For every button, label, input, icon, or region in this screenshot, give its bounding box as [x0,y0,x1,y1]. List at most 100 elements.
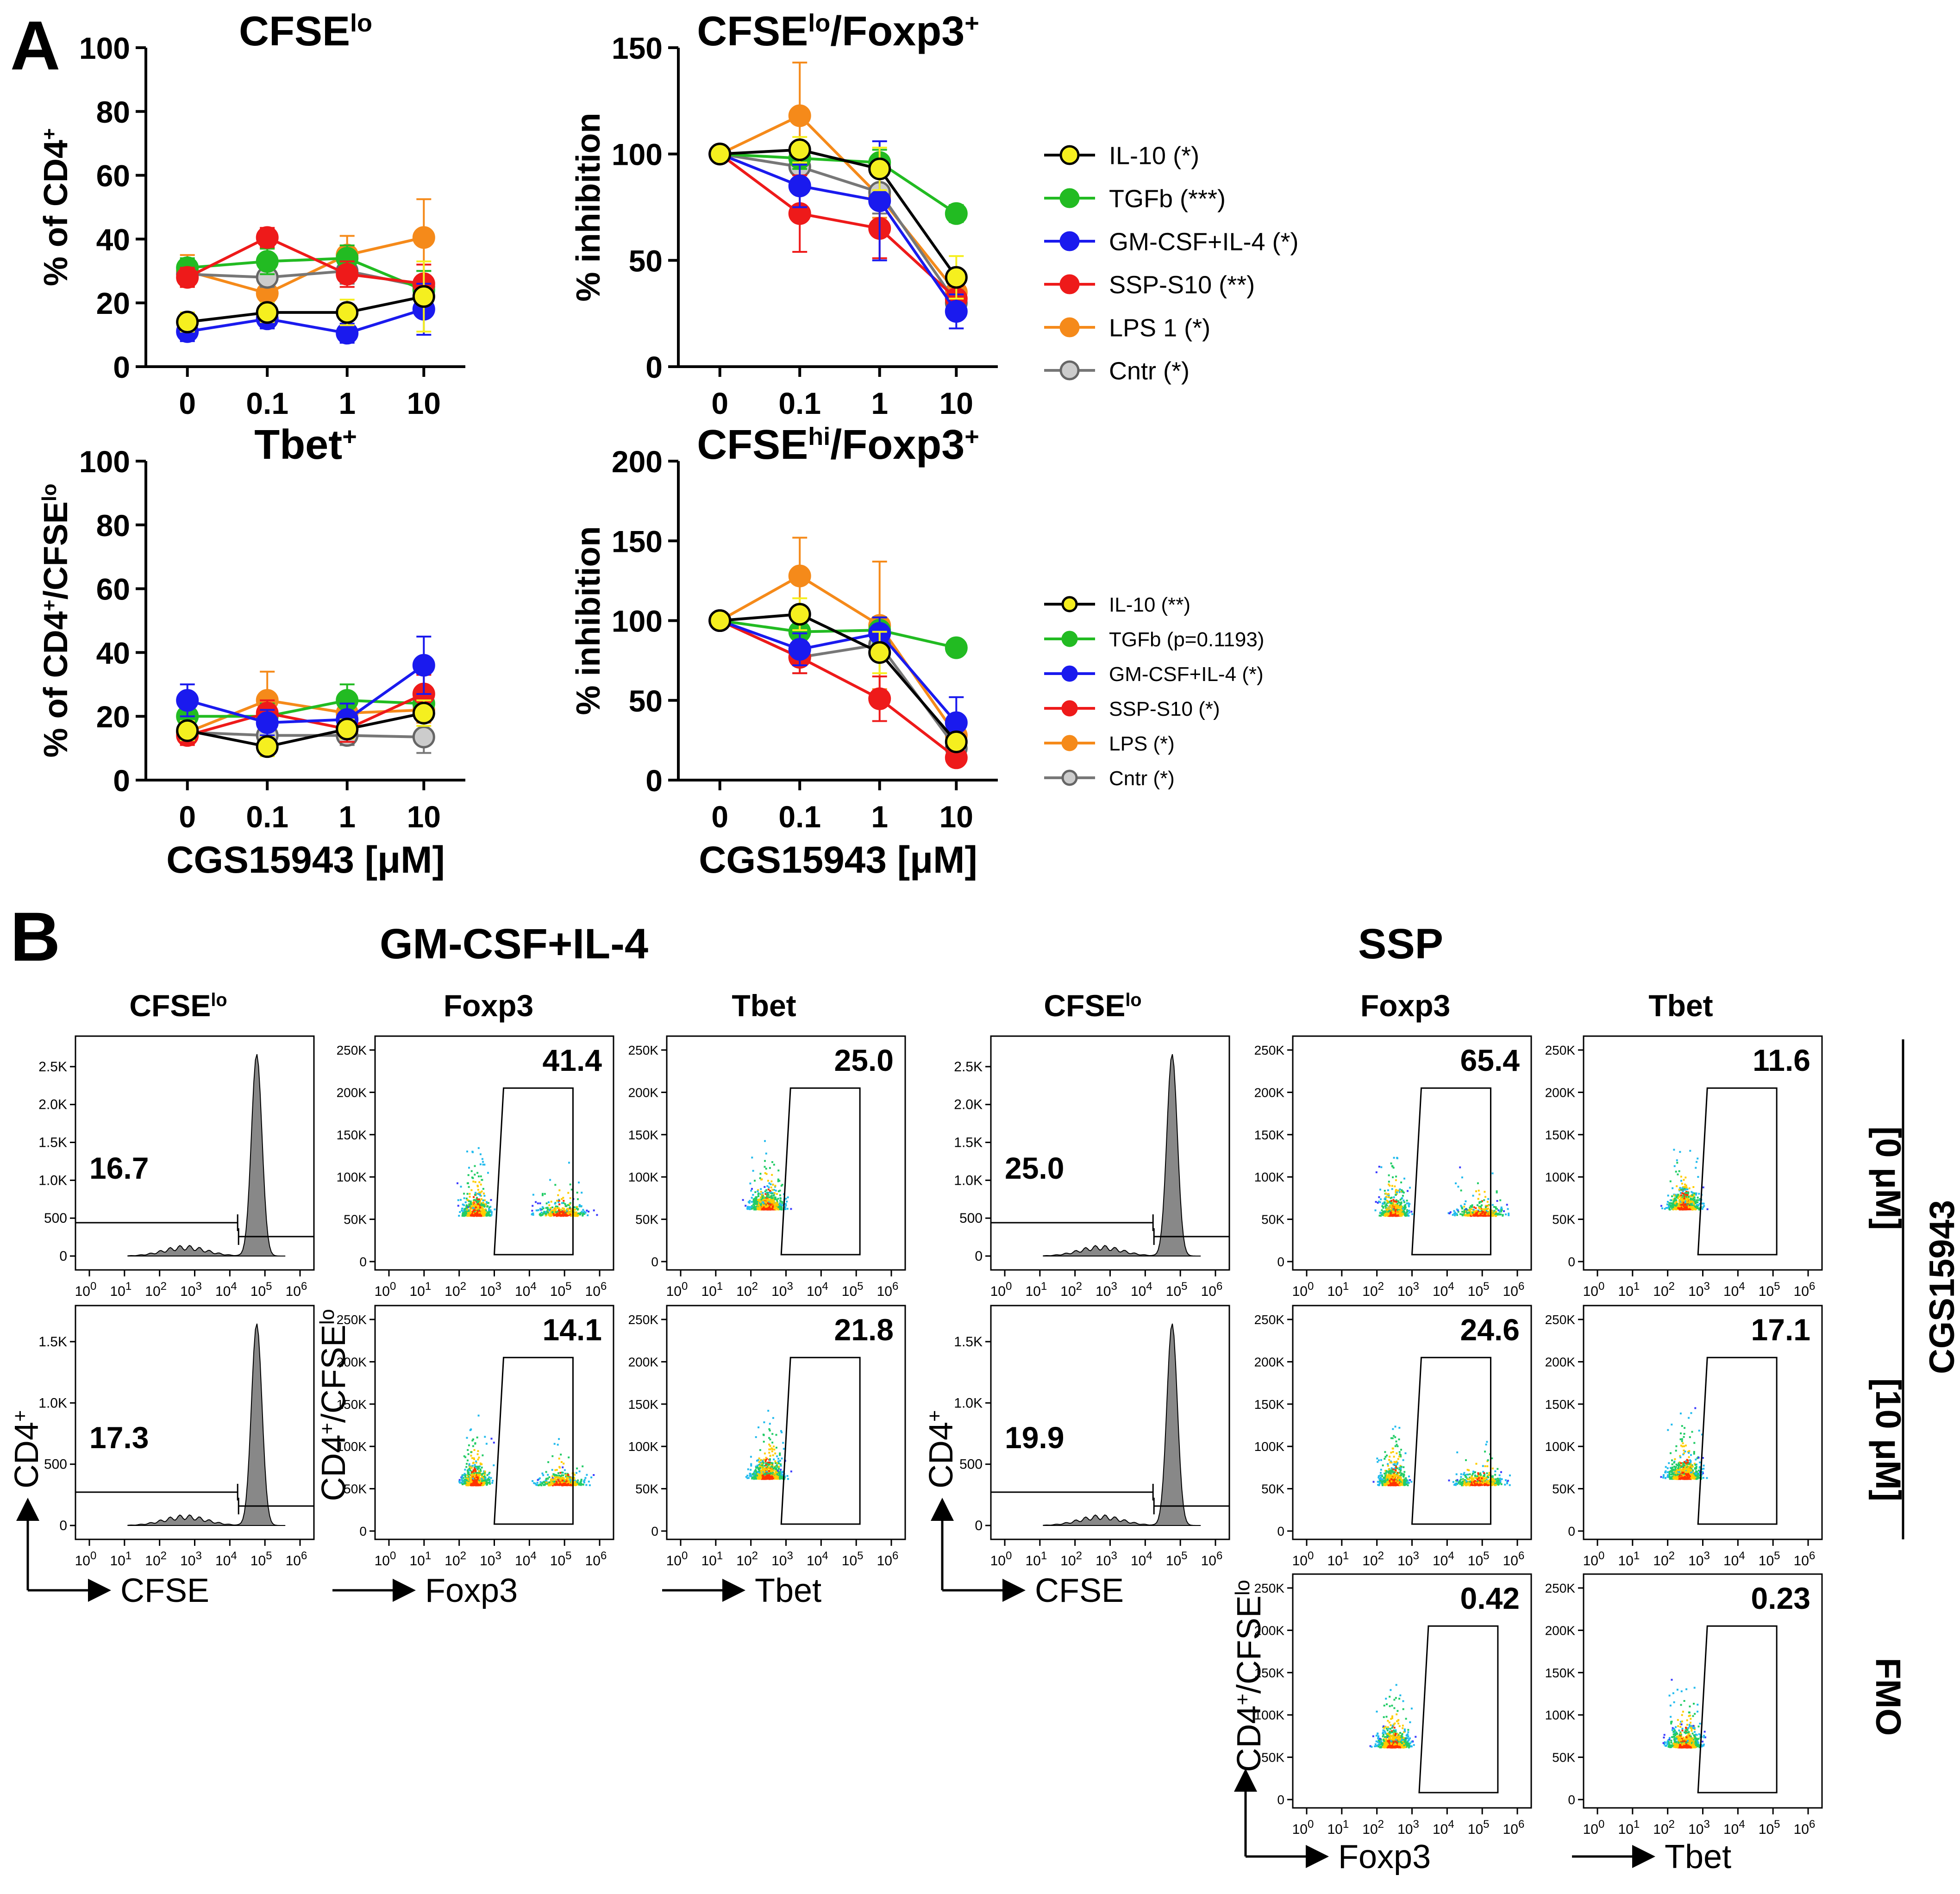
event [542,1474,545,1476]
event [482,1454,484,1456]
y-tick-label: 250K [1545,1043,1576,1057]
y-tick-label: 1.0K [954,1173,983,1188]
event [759,1201,762,1203]
chart-title: Tbet+ [254,422,357,468]
x-tick-label: 103 [180,1280,202,1300]
event [1675,1170,1677,1173]
event [547,1210,550,1212]
x-tick-label: 100 [666,1280,688,1300]
y-tick-label: 20 [96,700,130,734]
event [758,1192,760,1194]
event [468,1444,470,1446]
event [485,1480,487,1482]
event [1481,1204,1483,1206]
event [466,1210,468,1212]
event [1399,1188,1401,1190]
event [752,1200,755,1202]
tick-exponent: 4 [530,1550,536,1562]
tick-exponent: 4 [1448,1280,1454,1293]
event [1693,1196,1696,1199]
event [779,1197,782,1200]
event [749,1208,751,1210]
event [1466,1212,1469,1214]
event [473,1200,475,1203]
event [547,1201,550,1203]
event [473,1196,475,1198]
event [748,1201,751,1204]
event [474,1174,476,1176]
data-point [256,301,279,324]
event [485,1481,488,1484]
event [1660,1205,1662,1207]
event [1407,1213,1409,1215]
event [486,1474,488,1476]
x-tick-label: 106 [1794,1280,1816,1300]
event [582,1465,584,1468]
event [1673,1194,1676,1196]
superscript: + [342,423,357,450]
event [575,1484,577,1486]
event [564,1203,566,1205]
tick-exponent: 1 [125,1280,132,1293]
event [1678,1188,1680,1191]
series-line [719,152,958,313]
event [1400,1181,1403,1183]
x-tick-label: 102 [1362,1280,1384,1300]
event [481,1212,483,1214]
event [558,1475,560,1477]
data-point [412,285,435,308]
event [471,1465,474,1467]
x-tick-label: 101 [110,1550,132,1569]
legend-item: TGFb (***) [1044,185,1226,213]
event [540,1212,543,1214]
event [550,1207,552,1209]
event [548,1213,550,1216]
event [761,1194,763,1196]
y-tick-label: 50K [344,1213,367,1227]
y-tick-label: 200K [628,1085,659,1100]
event [1685,1207,1687,1209]
event [1460,1189,1462,1192]
event [565,1205,568,1207]
event [559,1208,561,1211]
gate-value: 65.4 [1460,1043,1520,1077]
event [1408,1215,1410,1217]
event [781,1201,783,1203]
event [489,1211,491,1213]
event [764,1190,766,1193]
event [468,1167,470,1169]
event [478,1472,480,1474]
event [1680,1180,1682,1182]
event [1461,1207,1463,1209]
event [540,1209,542,1211]
y-tick-label: 100K [628,1439,659,1454]
event [1493,1212,1496,1214]
event [768,1206,770,1208]
data-point [945,636,968,659]
event [488,1207,490,1210]
superscript: + [38,128,61,140]
event [550,1200,552,1203]
text-part: CFSE [697,422,808,468]
x-tick-label: 101 [701,1280,723,1300]
event [1475,1190,1477,1193]
x-tick-label: 100 [375,1280,396,1300]
event [477,1203,479,1205]
event [1396,1200,1397,1203]
event [537,1209,539,1211]
event [1407,1190,1409,1192]
event [771,1197,773,1199]
data-point [176,266,199,289]
event [564,1479,566,1481]
event [569,1203,571,1206]
event [1680,1204,1683,1206]
legend-marker [1059,231,1080,251]
event [1491,1204,1494,1206]
event [563,1200,565,1202]
legend-label: IL-10 (**) [1109,594,1190,616]
event [551,1214,553,1216]
superscript: lo [350,9,372,37]
series-line [719,574,958,737]
series-line [720,148,958,278]
